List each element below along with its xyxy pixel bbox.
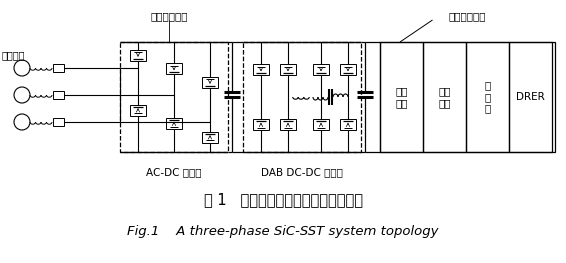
Text: 储能
设备: 储能 设备 (395, 86, 408, 108)
Text: 低压直流母线: 低压直流母线 (449, 11, 486, 21)
Bar (130, 49, 146, 60)
Text: 图 1   三相碳化硅固态变压器系统结构: 图 1 三相碳化硅固态变压器系统结构 (204, 193, 362, 208)
Bar (53, 118, 64, 126)
Bar (53, 64, 64, 72)
Bar (380, 42, 555, 152)
Bar (166, 118, 182, 129)
Text: 逆
变
器: 逆 变 器 (484, 80, 491, 114)
Bar (280, 119, 296, 130)
Bar (166, 63, 182, 74)
Text: DAB DC-DC 变换器: DAB DC-DC 变换器 (261, 167, 343, 177)
Bar (130, 104, 146, 115)
Text: 直流
负载: 直流 负载 (438, 86, 451, 108)
Bar (313, 119, 329, 130)
Text: Fig.1    A three-phase SiC-SST system topology: Fig.1 A three-phase SiC-SST system topol… (127, 225, 439, 239)
Bar (509, 42, 552, 152)
Bar (340, 64, 356, 75)
Bar (120, 42, 228, 152)
Bar (313, 64, 329, 75)
Text: DRER: DRER (516, 92, 545, 102)
Bar (380, 42, 423, 152)
Bar (280, 64, 296, 75)
Bar (466, 42, 509, 152)
Bar (53, 91, 64, 99)
Bar (253, 64, 269, 75)
Bar (202, 77, 218, 88)
Bar (243, 42, 361, 152)
Bar (253, 119, 269, 130)
Text: 交流电网: 交流电网 (2, 50, 25, 60)
Bar (202, 132, 218, 143)
Bar (340, 119, 356, 130)
Text: 高压直流母线: 高压直流母线 (150, 11, 188, 21)
Text: AC-DC 整流器: AC-DC 整流器 (146, 167, 201, 177)
Bar (423, 42, 466, 152)
